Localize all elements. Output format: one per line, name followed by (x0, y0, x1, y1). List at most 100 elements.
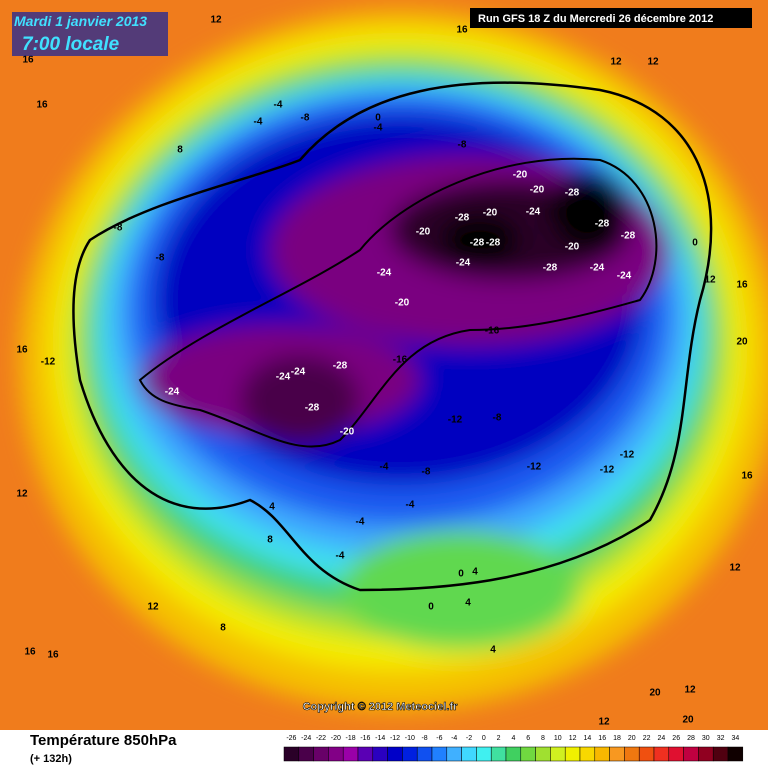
contour-line (72, 81, 713, 592)
map-label: -28 (455, 213, 470, 224)
legend-swatch (357, 746, 374, 762)
legend-swatch (638, 746, 655, 762)
map-label: -12 (600, 465, 615, 476)
legend-tick-label: -14 (375, 735, 385, 742)
temperature-field (20, 10, 768, 710)
legend-tick-label: 14 (584, 735, 592, 742)
map-label: 8 (177, 145, 183, 156)
legend-tick-label: 22 (643, 735, 651, 742)
legend-swatch (328, 746, 344, 762)
legend-swatch (283, 746, 300, 762)
legend-tick-label: 12 (569, 735, 577, 742)
map-label: -4 (274, 100, 283, 111)
map-label: -12 (620, 450, 635, 461)
map-label: -12 (41, 357, 56, 368)
legend-tick-label: -10 (405, 735, 415, 742)
map-label: 20 (649, 688, 661, 699)
legend-swatch (505, 746, 522, 762)
map-label: 12 (210, 15, 222, 26)
map-label: -28 (470, 238, 485, 249)
copyright: Copyright © 2012 Meteociel.fr (303, 701, 459, 713)
legend-tick-label: 16 (598, 735, 606, 742)
legend-swatch (402, 746, 418, 762)
map-label: 16 (741, 471, 753, 482)
legend-tick-label: -4 (451, 735, 457, 742)
legend-swatch (683, 746, 699, 762)
legend-tick-label: 18 (613, 735, 621, 742)
legend-tick-label: -20 (331, 735, 341, 742)
map-label: -8 (458, 140, 467, 151)
map-label: -4 (380, 462, 389, 473)
legend-tick-label: -16 (360, 735, 370, 742)
forecast-date: Mardi 1 janvier 2013 (14, 13, 147, 29)
map-label: -24 (165, 387, 180, 398)
map-label: -28 (486, 238, 501, 249)
footer-lead: (+ 132h) (30, 753, 72, 765)
map-label: 0 (375, 113, 381, 124)
map-label: 0 (428, 602, 434, 613)
legend-tick-label: -12 (390, 735, 400, 742)
map-label: -24 (617, 271, 632, 282)
map-label: 12 (16, 489, 28, 500)
map-label: 4 (465, 598, 471, 609)
legend-swatch (727, 746, 744, 762)
legend-swatch (653, 746, 670, 762)
legend-swatch (416, 746, 433, 762)
legend-swatch (579, 746, 596, 762)
color-legend: -26 -24 -22 -20 -18 -16 -14 -12 -10 -8 -6 -4 -2 0 2 4 6 8… (283, 735, 744, 762)
map-label: -20 (395, 298, 410, 309)
map-label: -8 (114, 223, 123, 234)
map-label: 16 (736, 280, 748, 291)
map-label: 4 (269, 502, 275, 513)
map-label: -8 (156, 253, 165, 264)
legend-swatch (387, 746, 403, 762)
map-label: -24 (590, 263, 605, 274)
map-label: -8 (422, 467, 431, 478)
legend-tick-label: -8 (421, 735, 427, 742)
map-label: 12 (647, 57, 659, 68)
map-label: -4 (356, 517, 365, 528)
legend-tick-label: 6 (526, 735, 530, 742)
legend-swatch (372, 746, 388, 762)
map-label: -20 (530, 185, 545, 196)
map-label: 4 (490, 645, 496, 656)
map-label: 12 (147, 602, 159, 613)
legend-swatch (698, 746, 714, 762)
legend-swatch (624, 746, 640, 762)
legend-tick-label: 34 (732, 735, 740, 742)
legend-tick-label: -6 (436, 735, 442, 742)
legend-swatch (594, 746, 610, 762)
legend-swatch (535, 746, 551, 762)
legend-swatch (609, 746, 625, 762)
map-label: -24 (276, 372, 291, 383)
legend-tick-label: 10 (554, 735, 562, 742)
map-label: 12 (729, 563, 741, 574)
map-label: -20 (416, 227, 431, 238)
map-label: -24 (526, 207, 541, 218)
legend-swatch (564, 746, 581, 762)
map-label: -8 (493, 413, 502, 424)
map-label: -28 (333, 361, 348, 372)
legend-tick-label: 20 (628, 735, 636, 742)
legend-tick-label: 4 (511, 735, 515, 742)
run-box (470, 8, 752, 28)
map-label: -24 (456, 258, 471, 269)
map-label: 16 (16, 345, 28, 356)
map-label: -4 (336, 551, 345, 562)
map-label: 12 (610, 57, 622, 68)
map-label: 4 (472, 567, 478, 578)
map-label: 16 (22, 55, 34, 66)
legend-swatch (298, 746, 314, 762)
forecast-time: 7:00 locale (22, 34, 120, 55)
legend-swatch (342, 746, 359, 762)
legend-swatch (476, 746, 492, 762)
map-label: 16 (47, 650, 59, 661)
legend-swatch (431, 746, 448, 762)
map-label: 0 (692, 238, 698, 249)
map-label: -20 (513, 170, 528, 181)
map-label: -12 (527, 462, 542, 473)
legend-swatch (446, 746, 462, 762)
legend-tick-label: 32 (717, 735, 725, 742)
